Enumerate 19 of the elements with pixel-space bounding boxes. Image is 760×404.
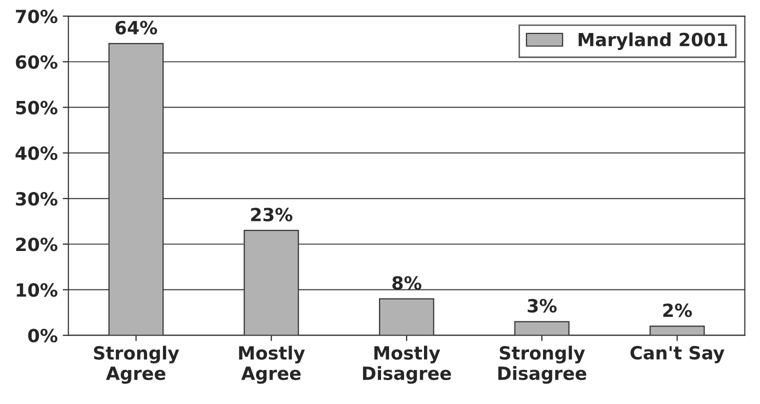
data-label: 23% bbox=[251, 208, 292, 222]
y-tick-label: 30% bbox=[16, 192, 58, 206]
data-label: 3% bbox=[528, 298, 557, 313]
data-label: 64% bbox=[116, 20, 158, 34]
x-tick-label: Strongly Agree bbox=[94, 346, 180, 384]
x-tick-label: Mostly Disagree bbox=[363, 346, 451, 384]
legend-label: Maryland 2001 bbox=[578, 32, 728, 50]
x-tick-label: Can't Say bbox=[630, 346, 724, 364]
y-tick-label: 50% bbox=[16, 100, 58, 114]
y-tick-label: 0% bbox=[28, 328, 58, 342]
y-tick-label: 40% bbox=[16, 146, 58, 160]
x-tick-label: Strongly Disagree bbox=[498, 346, 586, 384]
y-tick-label: 70% bbox=[16, 10, 58, 24]
y-tick-label: 10% bbox=[16, 283, 58, 297]
data-label: 8% bbox=[392, 276, 422, 290]
y-tick-label: 60% bbox=[16, 55, 58, 69]
data-label: 2% bbox=[663, 303, 692, 318]
x-tick-label: Mostly Agree bbox=[239, 346, 305, 384]
y-tick-label: 20% bbox=[16, 238, 58, 252]
